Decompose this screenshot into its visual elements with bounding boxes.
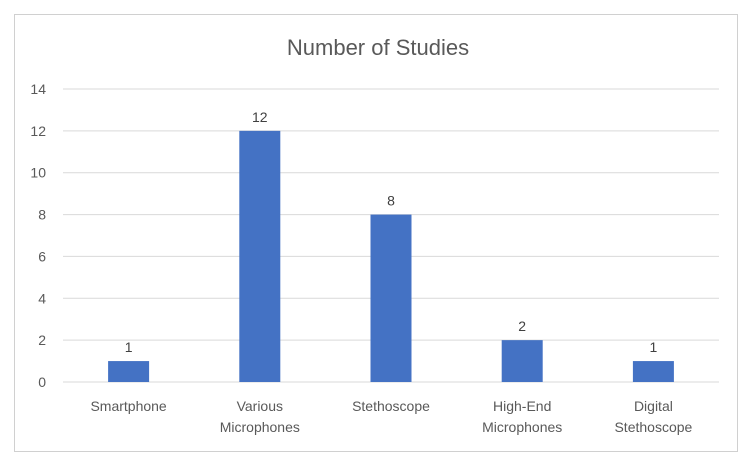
x-category-label: Smartphone [90, 398, 166, 414]
data-label: 1 [125, 339, 133, 355]
y-tick-label: 2 [38, 332, 46, 348]
y-axis-ticks: 0 2 4 6 8 10 12 14 [30, 81, 46, 390]
data-label: 1 [650, 339, 658, 355]
bars [108, 130, 674, 382]
x-category-label: Digital Stethoscope [614, 398, 692, 435]
y-tick-label: 0 [38, 374, 46, 390]
bar [239, 130, 281, 382]
x-category-label-line: Stethoscope [352, 398, 430, 414]
data-labels: 1 12 8 2 1 [125, 109, 658, 355]
y-tick-label: 12 [30, 123, 46, 139]
chart-title: Number of Studies [287, 35, 469, 60]
x-category-label-line: High-End [493, 398, 551, 414]
bar [632, 361, 674, 382]
data-label: 12 [252, 109, 268, 125]
y-tick-label: 10 [30, 165, 46, 181]
x-category-label-line: Various [237, 398, 283, 414]
x-axis-categories: Smartphone Various Microphones Stethoscope H… [90, 398, 692, 435]
x-category-label-line: Stethoscope [614, 419, 692, 435]
y-tick-label: 4 [38, 290, 46, 306]
x-category-label-line: Microphones [482, 419, 562, 435]
x-category-label: Stethoscope [352, 398, 430, 414]
x-category-label-line: Digital [634, 398, 673, 414]
data-label: 2 [518, 318, 526, 334]
y-tick-label: 14 [30, 81, 46, 97]
bar [370, 214, 412, 382]
bar [108, 361, 150, 382]
bar [501, 340, 543, 382]
x-category-label-line: Smartphone [90, 398, 166, 414]
y-tick-label: 6 [38, 248, 46, 264]
x-category-label: High-End Microphones [482, 398, 562, 435]
y-tick-label: 8 [38, 207, 46, 223]
x-category-label-line: Microphones [220, 419, 300, 435]
data-label: 8 [387, 193, 395, 209]
x-category-label: Various Microphones [220, 398, 300, 435]
